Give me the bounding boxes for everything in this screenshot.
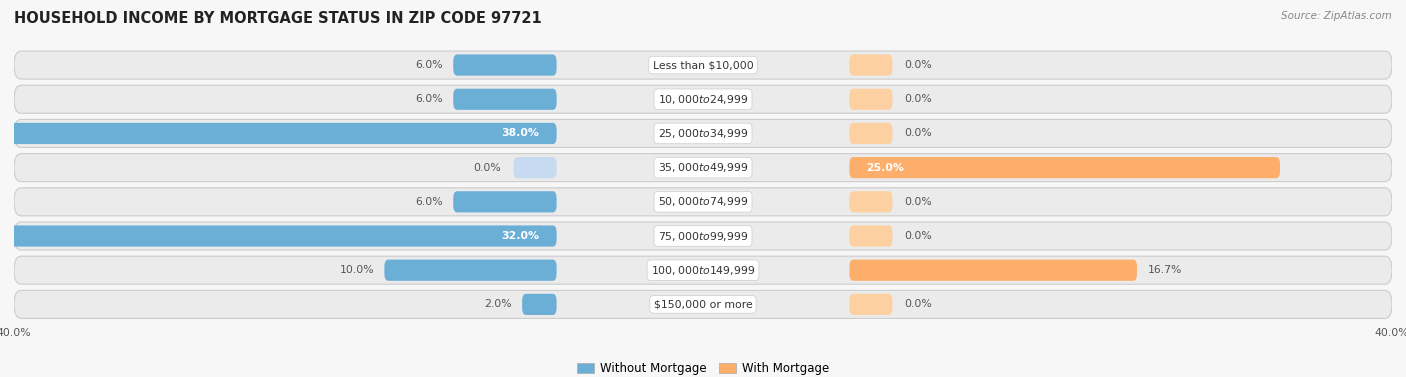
FancyBboxPatch shape bbox=[14, 188, 1392, 216]
FancyBboxPatch shape bbox=[849, 294, 893, 315]
FancyBboxPatch shape bbox=[0, 123, 557, 144]
Text: Less than $10,000: Less than $10,000 bbox=[652, 60, 754, 70]
Text: Source: ZipAtlas.com: Source: ZipAtlas.com bbox=[1281, 11, 1392, 21]
FancyBboxPatch shape bbox=[14, 222, 1392, 250]
FancyBboxPatch shape bbox=[6, 225, 557, 247]
FancyBboxPatch shape bbox=[849, 89, 893, 110]
Text: 38.0%: 38.0% bbox=[502, 129, 540, 138]
FancyBboxPatch shape bbox=[14, 120, 1392, 147]
Text: 0.0%: 0.0% bbox=[904, 197, 932, 207]
Text: HOUSEHOLD INCOME BY MORTGAGE STATUS IN ZIP CODE 97721: HOUSEHOLD INCOME BY MORTGAGE STATUS IN Z… bbox=[14, 11, 541, 26]
FancyBboxPatch shape bbox=[849, 225, 893, 247]
Text: 6.0%: 6.0% bbox=[415, 197, 443, 207]
Text: 2.0%: 2.0% bbox=[484, 299, 512, 310]
FancyBboxPatch shape bbox=[522, 294, 557, 315]
FancyBboxPatch shape bbox=[849, 157, 1279, 178]
Text: 25.0%: 25.0% bbox=[866, 162, 904, 173]
Text: 0.0%: 0.0% bbox=[904, 94, 932, 104]
FancyBboxPatch shape bbox=[14, 290, 1392, 319]
FancyBboxPatch shape bbox=[849, 54, 893, 76]
FancyBboxPatch shape bbox=[849, 191, 893, 212]
FancyBboxPatch shape bbox=[849, 123, 893, 144]
FancyBboxPatch shape bbox=[14, 85, 1392, 113]
Text: 0.0%: 0.0% bbox=[904, 231, 932, 241]
FancyBboxPatch shape bbox=[453, 89, 557, 110]
Legend: Without Mortgage, With Mortgage: Without Mortgage, With Mortgage bbox=[572, 357, 834, 377]
Text: 0.0%: 0.0% bbox=[904, 60, 932, 70]
Text: 32.0%: 32.0% bbox=[502, 231, 540, 241]
Text: $35,000 to $49,999: $35,000 to $49,999 bbox=[658, 161, 748, 174]
Text: 0.0%: 0.0% bbox=[904, 129, 932, 138]
Text: 0.0%: 0.0% bbox=[904, 299, 932, 310]
Text: 6.0%: 6.0% bbox=[415, 94, 443, 104]
FancyBboxPatch shape bbox=[14, 153, 1392, 182]
FancyBboxPatch shape bbox=[453, 54, 557, 76]
FancyBboxPatch shape bbox=[14, 256, 1392, 284]
Text: $10,000 to $24,999: $10,000 to $24,999 bbox=[658, 93, 748, 106]
FancyBboxPatch shape bbox=[453, 191, 557, 212]
FancyBboxPatch shape bbox=[384, 260, 557, 281]
Text: $25,000 to $34,999: $25,000 to $34,999 bbox=[658, 127, 748, 140]
Text: $100,000 to $149,999: $100,000 to $149,999 bbox=[651, 264, 755, 277]
Text: 6.0%: 6.0% bbox=[415, 60, 443, 70]
Text: 16.7%: 16.7% bbox=[1147, 265, 1181, 275]
Text: 10.0%: 10.0% bbox=[339, 265, 374, 275]
Text: 0.0%: 0.0% bbox=[474, 162, 502, 173]
FancyBboxPatch shape bbox=[14, 51, 1392, 79]
Text: $75,000 to $99,999: $75,000 to $99,999 bbox=[658, 230, 748, 242]
FancyBboxPatch shape bbox=[849, 260, 1137, 281]
FancyBboxPatch shape bbox=[513, 157, 557, 178]
Text: $150,000 or more: $150,000 or more bbox=[654, 299, 752, 310]
Text: $50,000 to $74,999: $50,000 to $74,999 bbox=[658, 195, 748, 208]
